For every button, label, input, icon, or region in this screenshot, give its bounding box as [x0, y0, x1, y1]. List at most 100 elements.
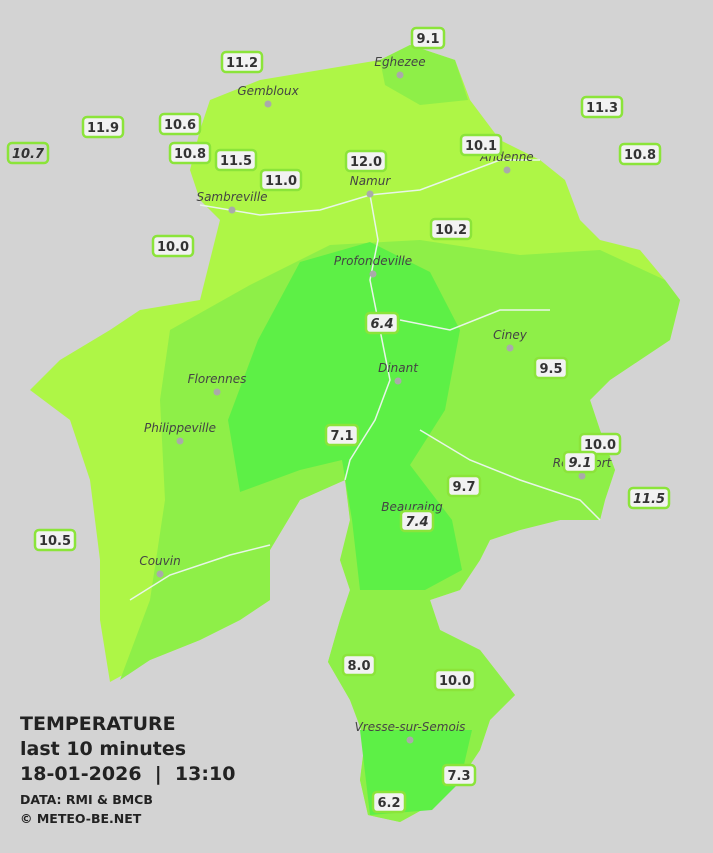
station: 9.1 [562, 450, 598, 474]
station-box [459, 133, 503, 157]
station-value: 11.0 [265, 174, 297, 189]
station: 10.0 [151, 234, 195, 258]
stations: 9.1 11.2 11.3 11.9 10.6 10.7 10.1 10.8 11.5 12.0 1… [6, 26, 671, 814]
town-dot [156, 570, 164, 578]
station: 10.2 [429, 217, 473, 241]
station-box [533, 356, 569, 380]
footer: TEMPERATURE last 10 minutes 18-01-2026 |… [20, 713, 235, 826]
town-dot [213, 388, 221, 396]
station-value: 11.2 [226, 56, 258, 71]
station-value: 10.8 [174, 147, 206, 162]
station-box [81, 115, 125, 139]
station: 10.8 [168, 141, 212, 165]
station: 6.4 [364, 311, 400, 335]
station-value: 6.2 [377, 796, 400, 811]
station-value: 10.0 [157, 240, 189, 255]
station: 11.9 [81, 115, 125, 139]
station-box [6, 141, 50, 165]
river [399, 309, 550, 331]
river [344, 194, 391, 481]
town-name: Couvin [139, 554, 180, 568]
town-dot [406, 736, 414, 744]
station-value: 10.0 [584, 438, 616, 453]
station-box [168, 141, 212, 165]
station: 10.6 [158, 112, 202, 136]
region-dark [228, 242, 462, 590]
town-dot [506, 344, 514, 352]
station: 11.2 [220, 50, 264, 74]
station: 9.1 [410, 26, 446, 50]
station-value: 11.3 [586, 101, 618, 116]
town-name: Profondeville [334, 254, 412, 268]
station-value: 11.5 [220, 154, 252, 169]
station-box [441, 763, 477, 787]
town-dot [394, 377, 402, 385]
station-box [371, 790, 407, 814]
station-value: 10.7 [12, 147, 45, 162]
station-box [578, 432, 622, 456]
station-box [618, 142, 662, 166]
station-value: 10.5 [39, 534, 71, 549]
station: 8.0 [341, 653, 377, 677]
station-box [324, 423, 360, 447]
station-value: 9.7 [452, 480, 475, 495]
station-box [429, 217, 473, 241]
town-name: Gembloux [237, 84, 299, 98]
town-dot [396, 71, 404, 79]
station: 11.0 [259, 168, 303, 192]
station-box [344, 149, 388, 173]
footer-datetime: 18-01-2026 | 13:10 [20, 763, 235, 785]
station-box [341, 653, 377, 677]
station-box [580, 95, 624, 119]
station-value: 9.5 [539, 362, 562, 377]
town-name: Ciney [493, 328, 528, 342]
station-box [259, 168, 303, 192]
station: 10.7 [6, 141, 50, 165]
station: 10.0 [433, 668, 477, 692]
town-name: Sambreville [196, 190, 267, 204]
town-name: Vresse-sur-Semois [355, 720, 466, 734]
station: 10.1 [459, 133, 503, 157]
station-value: 9.1 [416, 32, 439, 47]
town-dot [578, 472, 586, 480]
station-box [399, 509, 435, 533]
station: 12.0 [344, 149, 388, 173]
station-value: 9.1 [568, 456, 591, 471]
region-north [380, 45, 468, 105]
footer-period: last 10 minutes [20, 738, 186, 760]
station: 11.5 [214, 148, 258, 172]
town-name: Namur [350, 174, 392, 188]
footer-title: TEMPERATURE [20, 713, 176, 735]
station: 7.1 [324, 423, 360, 447]
river [129, 544, 271, 601]
town-name: Philippeville [144, 421, 216, 435]
station-value: 11.5 [633, 492, 665, 507]
station-box [214, 148, 258, 172]
station-value: 12.0 [350, 155, 382, 170]
station: 9.5 [533, 356, 569, 380]
station-value: 7.4 [405, 515, 428, 530]
station-box [33, 528, 77, 552]
station-box [151, 234, 195, 258]
station-value: 11.9 [87, 121, 119, 136]
station-value: 8.0 [347, 659, 370, 674]
station-value: 10.1 [465, 139, 497, 154]
river [199, 159, 540, 216]
footer-source: DATA: RMI & BMCB [20, 792, 153, 807]
station: 6.2 [371, 790, 407, 814]
station-box [220, 50, 264, 74]
station: 11.3 [580, 95, 624, 119]
station-box [627, 486, 671, 510]
station-value: 7.3 [447, 769, 470, 784]
station-value: 6.4 [370, 317, 393, 332]
station-value: 10.0 [439, 674, 471, 689]
station-box [433, 668, 477, 692]
station-value: 7.1 [330, 429, 353, 444]
station-box [562, 450, 598, 474]
station-box [158, 112, 202, 136]
town-dot [503, 166, 511, 174]
town-dot [228, 206, 236, 214]
station-box [410, 26, 446, 50]
